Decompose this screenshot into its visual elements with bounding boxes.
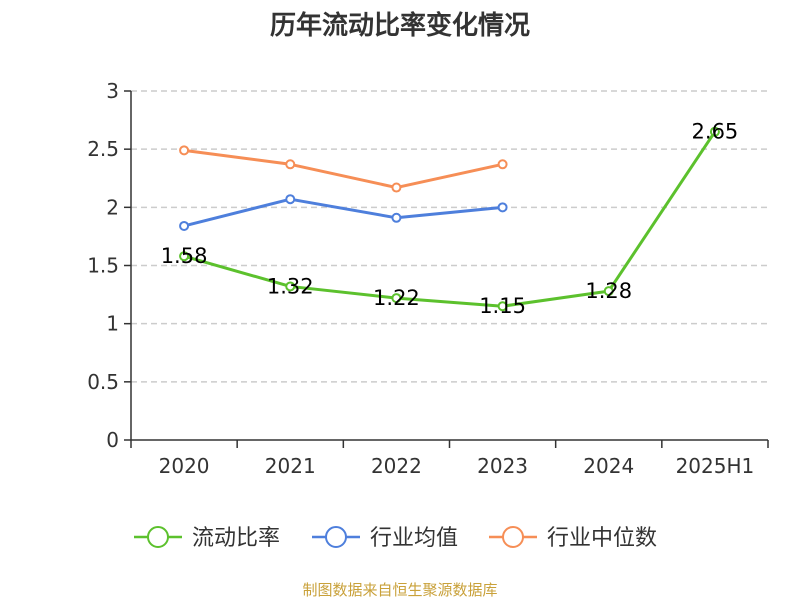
data-label: 1.32 [267,274,314,298]
series-group: 1.58 1.32 1.22 1.15 1.28 2.65 [161,120,739,319]
data-point [285,281,296,292]
data-label: 1.28 [585,279,632,303]
y-tick-label: 0.5 [87,370,119,394]
legend-item[interactable]: 行业中位数 [489,526,657,551]
data-point [603,286,614,297]
legend-marker [325,526,347,548]
legend: 流动比率 行业均值 行业中位数 [134,526,657,551]
x-tick-label: 2021 [265,454,316,478]
series-2 [179,145,508,193]
series-1 [179,194,508,231]
gridlines [131,90,768,383]
legend-item[interactable]: 流动比率 [134,526,280,551]
data-point [497,202,508,213]
data-point [285,194,296,205]
y-tick-label: 0 [106,428,119,452]
axes: 0 0.5 1 1.5 2 2.5 3 2020 2021 2022 2023 2024 2025H1 [87,79,769,478]
source-note: 制图数据来自恒生聚源数据库 [302,581,497,599]
x-tick-label: 2020 [159,454,210,478]
y-tick-label: 1.5 [87,254,119,278]
series-0: 1.58 1.32 1.22 1.15 1.28 2.65 [161,120,739,319]
series-line [183,148,503,190]
data-point [391,293,402,304]
y-tick-label: 3 [106,79,119,103]
data-point [391,212,402,223]
y-tick-label: 1 [106,312,119,336]
data-point [179,220,190,231]
data-label: 1.58 [161,244,208,268]
legend-item[interactable]: 行业均值 [312,526,458,551]
data-point [285,159,296,170]
legend-label: 行业中位数 [547,526,657,551]
data-point [497,159,508,170]
legend-label: 流动比率 [192,526,280,551]
legend-marker [147,526,169,548]
x-tick-label: 2024 [583,454,634,478]
y-tick-label: 2.5 [87,137,119,161]
data-point [179,145,190,156]
legend-marker [502,526,524,548]
data-point [497,301,508,312]
data-point [179,251,190,262]
chart-title: 历年流动比率变化情况 [270,10,530,41]
series-line [183,197,503,228]
data-point [709,126,720,137]
data-point [391,182,402,193]
x-tick-label: 2023 [477,454,528,478]
x-tick-label: 2022 [371,454,422,478]
data-label: 1.15 [479,294,526,318]
x-tick-label: 2025H1 [676,454,755,478]
data-label: 2.65 [692,120,739,144]
data-label: 1.22 [373,286,420,310]
series-line [183,130,717,308]
legend-label: 行业均值 [370,526,458,551]
y-tick-label: 2 [106,195,119,219]
